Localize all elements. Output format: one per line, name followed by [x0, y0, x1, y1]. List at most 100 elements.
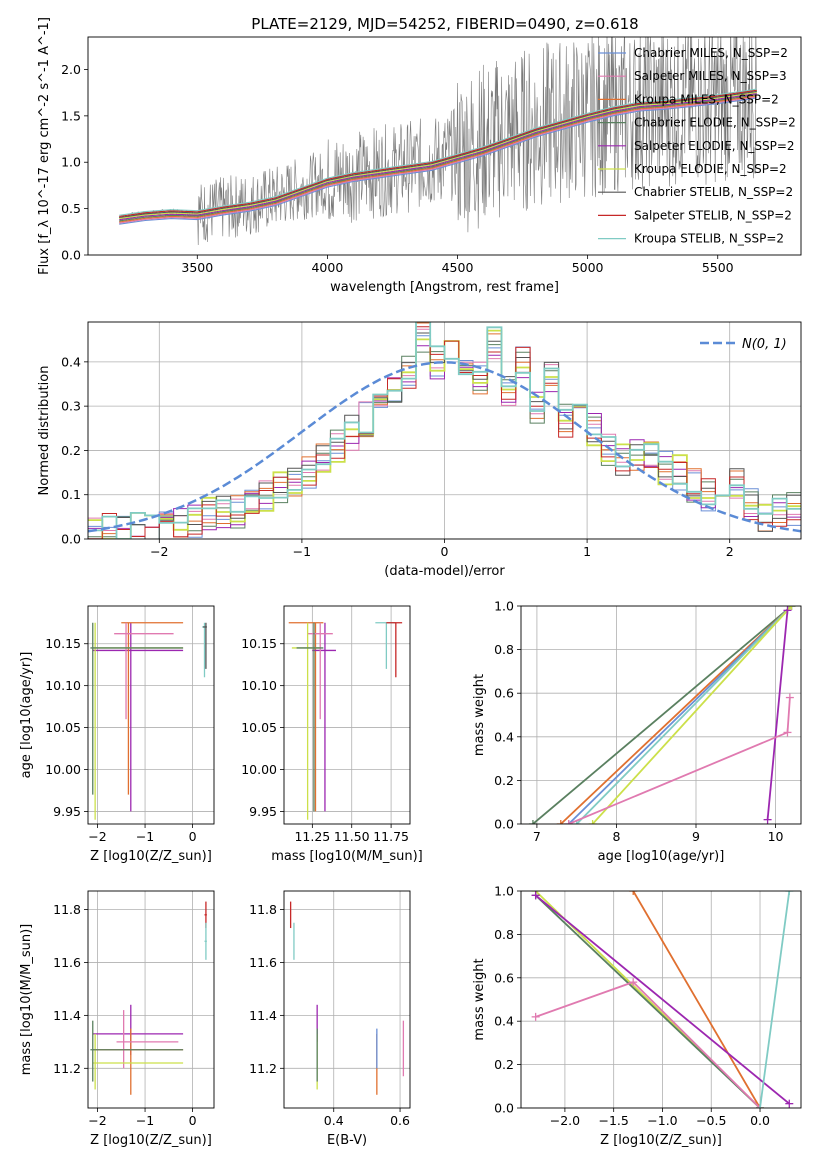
y-tick-label: 10.00 [241, 762, 277, 777]
axes-age-vs-mass: 11.25 11.50 11.75 9.95 10.00 10.05 10.10 10.15 m… [241, 605, 423, 864]
x-tick-label: 10 [768, 829, 784, 844]
data-point [375, 622, 396, 669]
axes-frame [87, 605, 215, 825]
x-tick-label: 0 [189, 829, 197, 844]
weight-line [568, 606, 793, 824]
x-tick-label: 5000 [572, 260, 604, 275]
plot-area [88, 322, 801, 539]
data-point [386, 622, 403, 678]
model-line [119, 89, 757, 217]
data-point [92, 1004, 184, 1056]
legend-label: Kroupa ELODIE, N_SSP=2 [634, 162, 787, 176]
y-tick-label: 10.15 [241, 636, 277, 651]
legend-label: Chabrier MILES, N_SSP=2 [634, 46, 788, 60]
y-tick-label: 9.95 [249, 804, 277, 819]
y-tick-label: 10.10 [241, 678, 277, 693]
x-tick-label: 9 [692, 829, 700, 844]
x-axis-label: wavelength [Angstrom, rest frame] [330, 280, 559, 295]
x-tick-label: 11.25 [294, 829, 330, 844]
x-tick-label: 0.6 [390, 1113, 410, 1128]
plot-area [88, 606, 214, 824]
plot-area [521, 606, 801, 824]
model-line [119, 95, 757, 223]
x-tick-label: 0.4 [324, 1113, 344, 1128]
y-tick-label: 10.05 [241, 720, 277, 735]
axes-age-vs-Z: −2 −1 0 9.95 10.00 10.05 10.10 10.15 Z [log10(Z/… [19, 605, 215, 864]
y-tick-label: 0.6 [494, 970, 514, 985]
weight-line [759, 891, 791, 1108]
axes-mass-vs-Z: −2 −1 0 11.2 11.4 11.6 11.8 Z [log10(Z/Z_sun)] m… [19, 890, 215, 1148]
y-tick-label: 0.2 [494, 1057, 514, 1072]
weight-line [534, 894, 761, 1108]
data-point [92, 1028, 184, 1095]
y-tick-label: 1.5 [61, 108, 81, 123]
x-axis-label: Z [log10(Z/Z_sun)] [600, 1133, 722, 1148]
y-tick-label: 11.6 [249, 955, 277, 970]
legend-label: Chabrier ELODIE, N_SSP=2 [634, 116, 796, 130]
legend-label: Kroupa MILES, N_SSP=2 [634, 92, 779, 106]
data-point [121, 622, 184, 795]
y-tick-label: 0.4 [494, 1014, 514, 1029]
plot-area [88, 891, 214, 1108]
y-tick-label: 1.0 [494, 599, 514, 614]
data-point [204, 922, 207, 960]
data-point [90, 622, 184, 795]
y-tick-label: 0.8 [494, 927, 514, 942]
legend-label: Salpeter ELODIE, N_SSP=2 [634, 139, 795, 153]
legend: Chabrier MILES, N_SSP=2 Salpeter MILES, N… [598, 46, 796, 246]
y-tick-label: 1.0 [61, 155, 81, 170]
data-point [90, 1020, 184, 1082]
weight-line [576, 606, 793, 824]
y-tick-label: 0.2 [61, 443, 81, 458]
weight-line [766, 610, 789, 820]
y-tick-label: 10.00 [45, 762, 81, 777]
data-point [114, 622, 174, 720]
legend-label: Salpeter STELIB, N_SSP=2 [634, 208, 792, 222]
model-line [119, 96, 757, 224]
x-tick-label: 4500 [442, 260, 474, 275]
axes-frame [520, 890, 802, 1109]
data-point [203, 622, 207, 669]
y-tick-label: 11.4 [53, 1008, 81, 1023]
legend-label: Salpeter MILES, N_SSP=3 [634, 69, 787, 83]
y-tick-label: 0.4 [494, 729, 514, 744]
x-tick-label: 11.75 [373, 829, 409, 844]
axes-frame [87, 36, 802, 256]
x-tick-label: −1 [136, 1113, 154, 1128]
x-tick-label: 8 [612, 829, 620, 844]
x-axis-label: mass [log10(M/M_sun)] [271, 849, 423, 864]
x-tick-label: −2.0 [550, 1113, 580, 1128]
y-axis-label: Normed distribution [37, 366, 52, 496]
x-tick-label: 3500 [181, 260, 213, 275]
axes-residuals: −2 −1 0 1 2 0.0 0.1 0.2 0.3 0.4 (data-model)/error… [37, 321, 802, 579]
y-tick-label: 10.05 [45, 720, 81, 735]
data-point [92, 1033, 184, 1090]
y-tick-label: 1.0 [494, 884, 514, 899]
y-axis-label: Flux [f_λ 10^-17 erg cm^-2 s^-1 A^-1] [37, 17, 52, 275]
y-tick-label: 11.2 [53, 1061, 81, 1076]
y-tick-label: 0.0 [61, 248, 81, 263]
x-axis-label: E(B-V) [327, 1133, 367, 1148]
y-axis-label: mass weight [472, 674, 487, 756]
data-point [92, 622, 184, 820]
axes-frame [283, 605, 411, 825]
axes-frame [520, 605, 802, 825]
x-tick-label: 0 [441, 544, 449, 559]
y-tick-label: 0.0 [494, 817, 514, 832]
x-tick-label: 0.0 [750, 1113, 770, 1128]
y-tick-label: 0.5 [61, 201, 81, 216]
y-axis-label: age [log10(age/yr)] [19, 652, 34, 779]
y-tick-label: 0.0 [494, 1101, 514, 1116]
axes-frame [87, 321, 802, 540]
y-tick-label: 0.3 [61, 399, 81, 414]
x-tick-label: 4000 [311, 260, 343, 275]
data-point [288, 622, 324, 812]
model-line [119, 97, 757, 225]
model-line [119, 91, 757, 220]
x-tick-label: 7 [533, 829, 541, 844]
data-point [307, 622, 333, 720]
x-tick-label: −0.5 [696, 1113, 726, 1128]
y-tick-label: 11.8 [53, 902, 81, 917]
weight-line [560, 606, 793, 824]
